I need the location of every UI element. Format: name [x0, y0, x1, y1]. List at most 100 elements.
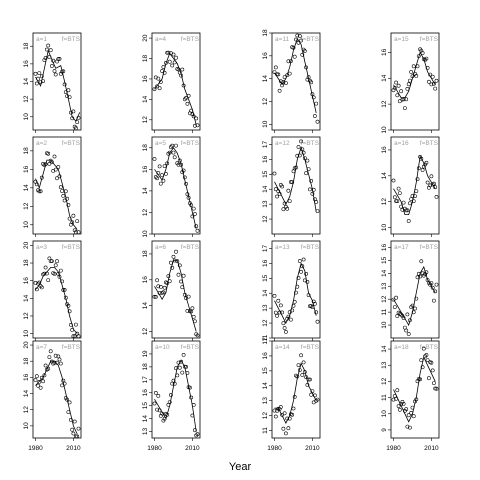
data-point	[195, 432, 200, 437]
data-point	[425, 180, 430, 185]
data-point	[272, 408, 277, 413]
data-point	[67, 95, 72, 100]
panel-label: a=16	[394, 140, 409, 147]
data-point	[66, 88, 71, 93]
data-point	[395, 314, 400, 318]
data-point	[63, 189, 68, 194]
data-point	[43, 363, 48, 368]
data-point	[168, 393, 173, 397]
panel-tag: f=BTS	[181, 140, 200, 147]
y-tick-label: 10	[142, 230, 149, 238]
data-point	[314, 101, 319, 106]
panel-2: a=11 f=BTS 10 12 14 16 18	[262, 29, 321, 133]
data-point	[307, 377, 312, 382]
panel-frame	[271, 32, 321, 131]
data-point	[175, 373, 180, 378]
panel-tag: f=BTS	[420, 344, 439, 351]
data-point	[42, 373, 47, 378]
data-point	[195, 333, 200, 338]
data-point	[273, 414, 278, 419]
data-point	[405, 87, 410, 91]
data-point	[76, 116, 81, 120]
data-point	[156, 393, 161, 398]
data-point	[50, 259, 54, 264]
data-point	[410, 303, 415, 308]
y-tick-label: 10	[381, 410, 388, 418]
data-point	[191, 314, 196, 319]
data-point	[53, 167, 58, 172]
data-point	[175, 259, 180, 264]
data-point	[39, 74, 44, 79]
data-point	[66, 203, 71, 207]
data-point	[66, 410, 71, 415]
data-point	[411, 310, 416, 315]
data-point	[273, 65, 278, 70]
data-point	[297, 34, 302, 38]
data-point	[420, 168, 425, 172]
data-point	[156, 284, 161, 289]
data-point	[191, 206, 196, 211]
data-point	[428, 72, 433, 77]
data-point	[62, 198, 67, 203]
panel-tag: f=BTS	[181, 244, 200, 251]
y-tick-label: 12	[142, 328, 149, 336]
panel-label: a=4	[155, 36, 166, 43]
data-point	[184, 181, 189, 186]
data-point	[275, 408, 280, 413]
data-point	[410, 194, 415, 198]
panel-10: a=13 f=BTS 11 12 13 14 15 16 17	[262, 240, 321, 341]
y-tick-label: 18	[23, 42, 30, 50]
panel-tag: f=BTS	[62, 344, 81, 351]
trend-line	[154, 147, 197, 229]
data-point	[39, 285, 44, 290]
data-point	[174, 249, 178, 254]
data-point	[72, 228, 77, 233]
data-point	[70, 327, 75, 332]
data-point	[57, 57, 62, 61]
panel-5: a=5 f=BTS 10 12 14 16 18	[142, 136, 201, 238]
data-point	[399, 204, 404, 209]
data-point	[295, 284, 300, 289]
data-point	[312, 393, 317, 398]
data-point	[307, 187, 312, 192]
data-point	[55, 360, 59, 365]
y-tick-label: 13	[381, 361, 388, 369]
data-point	[160, 173, 165, 178]
data-point	[162, 416, 167, 421]
data-point	[69, 322, 73, 327]
data-point	[419, 358, 424, 363]
panel-label: a=10	[155, 344, 170, 351]
panel-3: a=15 f=BTS 10 12 14 16	[381, 32, 440, 134]
data-point	[71, 334, 76, 339]
data-point	[296, 363, 301, 368]
data-point	[409, 197, 414, 202]
data-point	[413, 194, 417, 199]
data-point	[415, 64, 420, 69]
trend-line	[393, 155, 436, 216]
data-point	[394, 396, 399, 401]
data-point	[46, 278, 51, 283]
data-point	[311, 187, 316, 192]
data-point	[55, 176, 59, 181]
trend-line	[393, 51, 436, 99]
y-tick-label: 18	[23, 259, 30, 267]
y-tick-label: 14	[142, 95, 149, 103]
panel-frame	[271, 240, 321, 339]
data-point	[281, 207, 286, 212]
data-point	[291, 303, 296, 308]
data-point	[182, 292, 187, 297]
data-point	[421, 346, 426, 351]
data-point	[185, 192, 190, 197]
x-tick-label: 1980	[28, 445, 43, 452]
data-point	[70, 427, 75, 432]
y-tick-label: 14	[381, 345, 388, 353]
y-tick-label: 12	[142, 208, 149, 216]
data-point	[409, 70, 414, 74]
data-point	[34, 182, 39, 187]
data-point	[302, 156, 307, 161]
data-point	[420, 51, 425, 55]
y-tick-label: 16	[23, 165, 30, 173]
y-tick-label: 12	[262, 97, 269, 105]
data-point	[315, 119, 320, 124]
